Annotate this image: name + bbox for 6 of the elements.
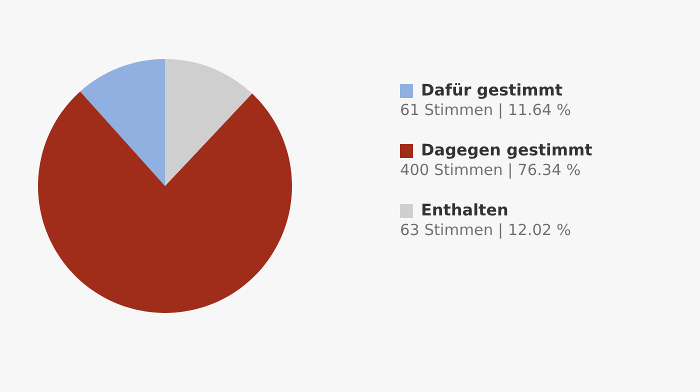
data-label: 400 Stimmen | 76.34 %: [400, 163, 580, 179]
data-label: 61 Stimmen | 11.64 %: [401, 103, 570, 119]
legend-label: Dafür gestimmt: [422, 83, 562, 99]
data-label: 63 Stimmen | 12.02 %: [401, 223, 570, 239]
legend-label: Enthalten: [422, 203, 508, 216]
legend-label: Dagegen gestimmt: [422, 143, 592, 159]
